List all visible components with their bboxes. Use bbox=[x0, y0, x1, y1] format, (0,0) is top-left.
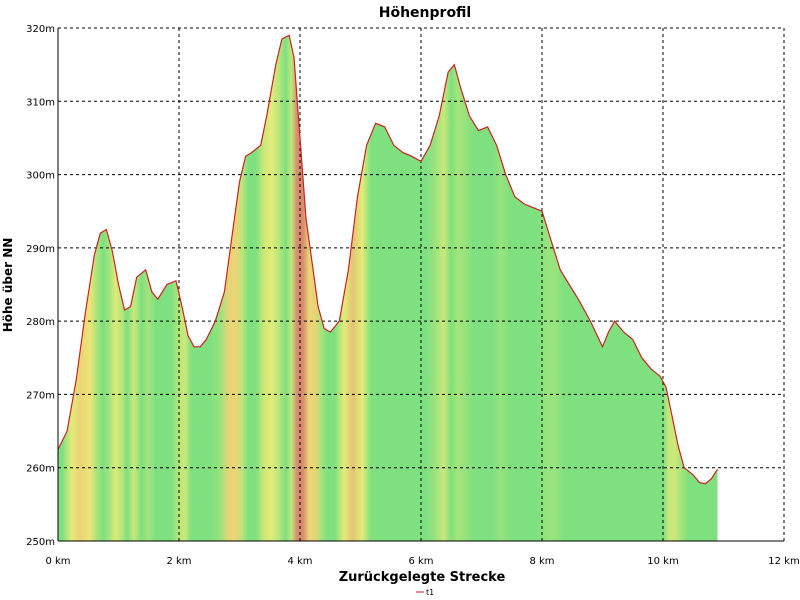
x-axis-label: Zurückgelegte Strecke bbox=[339, 570, 506, 585]
y-tick-label: 280m bbox=[26, 317, 55, 328]
y-tick-label: 310m bbox=[26, 97, 55, 108]
x-tick-label: 2 km bbox=[166, 556, 191, 567]
y-tick-label: 300m bbox=[26, 171, 55, 182]
x-tick-label: 6 km bbox=[408, 556, 433, 567]
chart-title: Höhenprofil bbox=[379, 5, 471, 21]
y-tick-label: 260m bbox=[26, 464, 55, 475]
y-tick-label: 250m bbox=[26, 537, 55, 548]
y-tick-label: 290m bbox=[26, 244, 55, 255]
grid bbox=[58, 27, 785, 541]
legend-label-t1: t1 bbox=[426, 588, 434, 597]
x-tick-label: 10 km bbox=[647, 556, 678, 567]
y-axis-label: Höhe über NN bbox=[1, 238, 15, 333]
x-tick-label: 4 km bbox=[287, 556, 312, 567]
y-tick-label: 270m bbox=[26, 390, 55, 401]
x-tick-label: 8 km bbox=[529, 556, 554, 567]
x-tick-label: 12 km bbox=[768, 556, 799, 567]
y-tick-label: 320m bbox=[26, 24, 55, 35]
legend: t1 bbox=[416, 588, 434, 597]
x-axis-ticks: 0 km 2 km 4 km 6 km 8 km 10 km 12 km bbox=[45, 556, 799, 567]
x-tick-label: 0 km bbox=[45, 556, 70, 567]
series-line-t1 bbox=[57, 34, 719, 485]
y-axis-ticks: 250m 260m 270m 280m 290m 300m 310m 320m bbox=[26, 24, 55, 548]
